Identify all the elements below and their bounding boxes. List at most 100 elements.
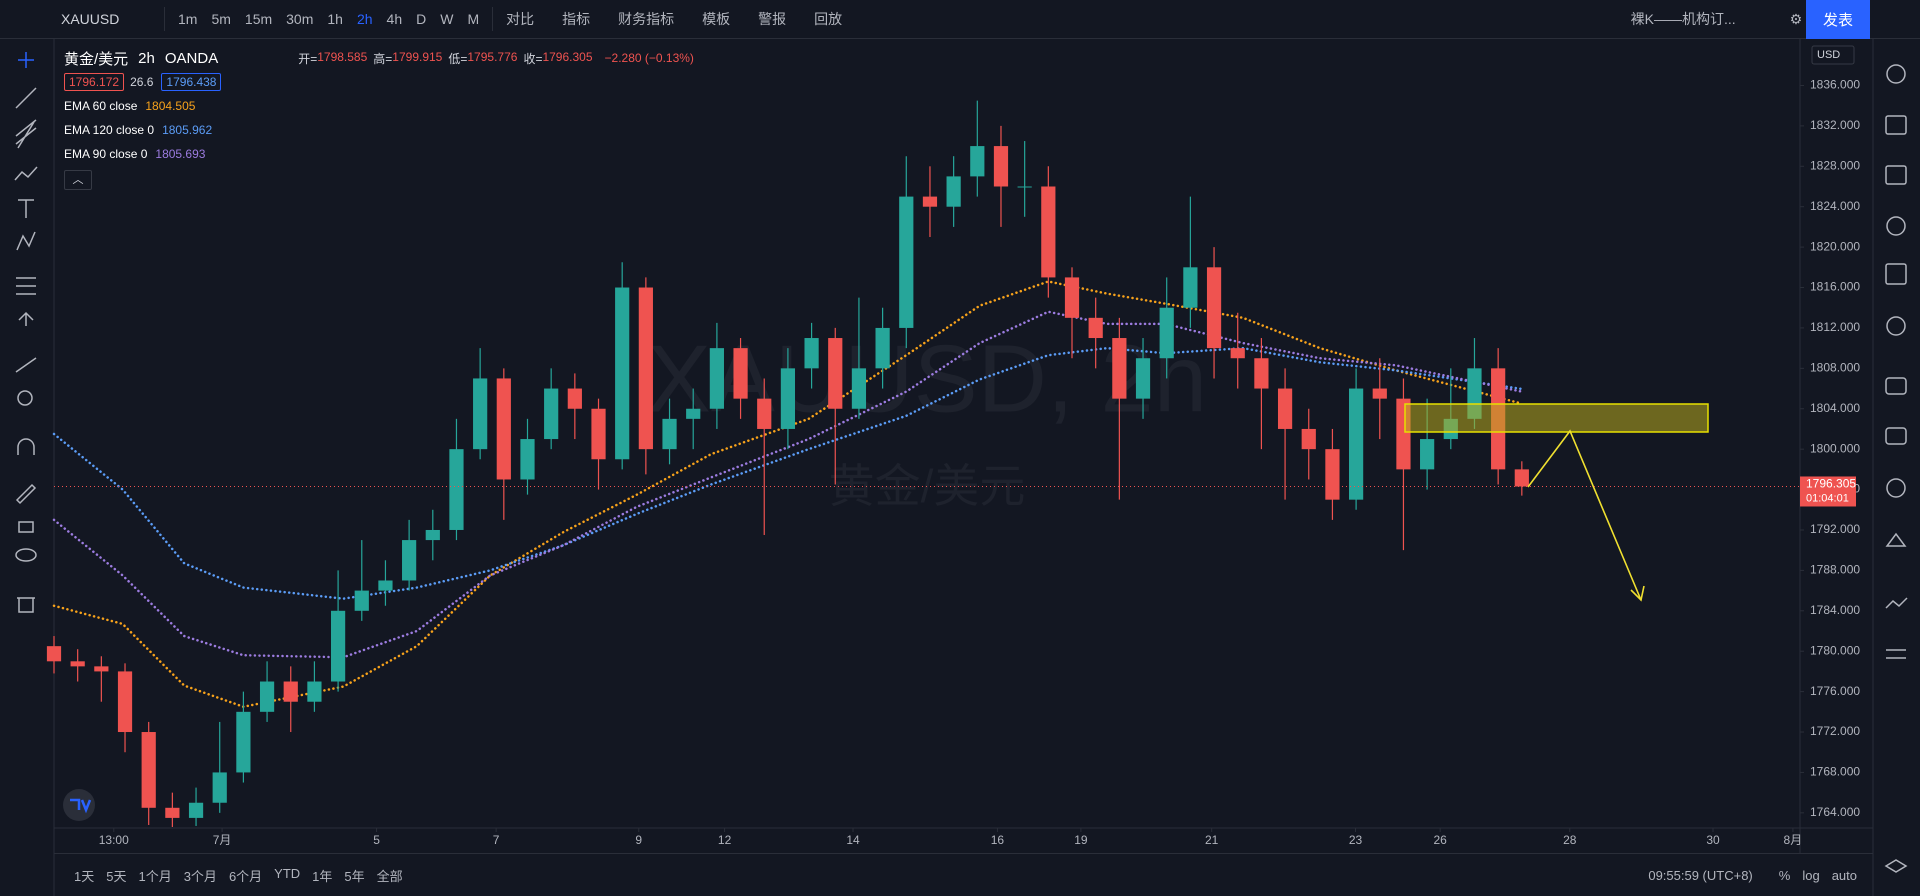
ema-line [52, 346, 1524, 600]
y-tick-label: 1792.000 [1810, 522, 1860, 536]
interval[interactable]: M [467, 11, 480, 27]
range-button[interactable]: 全部 [376, 868, 403, 884]
axis-option[interactable]: auto [1831, 867, 1857, 883]
legend: 黄金/美元 2h OANDA 开= 1798.585 高= 1799.915 低= 179… [64, 46, 694, 190]
magnet-icon[interactable] [17, 438, 35, 455]
y-tick-label: 1804.000 [1810, 401, 1860, 415]
eye-icon[interactable] [15, 548, 37, 562]
candle-body [1159, 307, 1174, 359]
interval[interactable]: 4h [386, 11, 403, 27]
candle-body [1301, 428, 1316, 450]
interval[interactable]: 1m [178, 11, 198, 27]
calendar-icon[interactable] [1886, 216, 1906, 236]
range-button[interactable]: 1年 [312, 868, 333, 884]
bid[interactable]: 1796.172 [64, 73, 125, 91]
y-tick-label: 1808.000 [1810, 361, 1860, 375]
publish-button[interactable]: 发表 [1806, 0, 1870, 39]
axis-option[interactable]: % [1778, 867, 1791, 883]
toolbar-button[interactable]: 警报 [758, 11, 787, 27]
zone-rectangle[interactable] [1404, 403, 1709, 433]
candle-body [544, 388, 559, 440]
trendline-icon[interactable] [15, 87, 37, 109]
indicator-row[interactable]: EMA 120 close 0 1805.962 [64, 118, 694, 142]
currency: USD [1817, 49, 1840, 61]
prediction-icon[interactable] [16, 231, 36, 251]
toolbar-button[interactable]: 财务指标 [618, 11, 675, 27]
indicator-row[interactable]: EMA 90 close 0 1805.693 [64, 142, 694, 166]
news-icon[interactable] [1885, 115, 1907, 135]
notifications-icon[interactable] [1885, 532, 1907, 547]
chat-icon[interactable] [1885, 377, 1907, 395]
candle-body [283, 681, 298, 702]
interval[interactable]: 1h [327, 11, 343, 27]
candle-body [1183, 267, 1198, 308]
candle-body [70, 661, 85, 667]
interval[interactable]: 2h [356, 11, 373, 27]
x-tick-label: 19 [1074, 833, 1088, 847]
pattern-icon[interactable] [14, 166, 38, 181]
y-tick-label: 1816.000 [1810, 280, 1860, 294]
range-button[interactable]: 1个月 [138, 868, 172, 884]
order-icon[interactable] [1886, 649, 1906, 659]
measure-icon[interactable] [16, 277, 36, 295]
x-tick-label: 14 [846, 833, 860, 847]
y-tick-label: 1784.000 [1810, 603, 1860, 617]
interval[interactable]: W [440, 11, 454, 27]
candle-body [1372, 388, 1387, 399]
candle-body [1041, 186, 1056, 278]
candle-body [567, 388, 582, 409]
indicator-row[interactable]: EMA 60 close 1804.505 [64, 94, 694, 118]
candle-body [212, 772, 227, 803]
indicators: EMA 60 close 1804.505 EMA 120 close 0 1805.… [64, 94, 694, 166]
ideas-icon[interactable] [1886, 316, 1906, 336]
axes: 1764.000 1768.000 1772.000 1776.000 1780.000… [54, 45, 1860, 847]
spread: 26.6 [130, 75, 154, 89]
arrow-icon[interactable] [18, 311, 34, 326]
axis-option[interactable]: log [1802, 867, 1820, 883]
toolbar-button[interactable]: 模板 [702, 11, 731, 27]
ohlc-value: 1798.585 [317, 49, 368, 64]
toolbar-button[interactable]: 对比 [506, 11, 535, 27]
interval[interactable]: 15m [244, 11, 273, 27]
collapse-button[interactable]: ︿ [64, 170, 92, 190]
range-button[interactable]: 5年 [344, 868, 365, 884]
fib-icon[interactable] [15, 119, 37, 149]
lock-icon[interactable] [18, 521, 34, 533]
interval[interactable]: 5m [211, 11, 231, 27]
y-tick-label: 1772.000 [1810, 724, 1860, 738]
layout-name[interactable]: 裸K——机构订... [1630, 11, 1736, 27]
zoom-icon[interactable] [17, 390, 33, 406]
pencil-icon[interactable] [15, 483, 37, 505]
toolbar-button[interactable]: 回放 [814, 11, 843, 27]
candle-body [709, 348, 724, 409]
symbol[interactable]: XAUUSD [61, 11, 120, 27]
candle-body [259, 681, 275, 712]
range-button[interactable]: YTD [274, 865, 301, 881]
help-icon[interactable] [1886, 478, 1906, 498]
range-button[interactable]: 6个月 [228, 868, 263, 884]
streams-icon[interactable] [1885, 427, 1907, 445]
candle-body [615, 287, 630, 460]
ranges-icon[interactable] [1885, 597, 1908, 609]
layers-icon[interactable] [1884, 859, 1908, 873]
alerts-icon[interactable] [1886, 64, 1906, 84]
trash-icon[interactable] [17, 597, 35, 613]
text-icon[interactable] [18, 199, 34, 218]
buttons: 对比 指标 财务指标 模板 警报 回放 [499, 9, 863, 29]
range-button[interactable]: 3个月 [183, 868, 217, 884]
ruler-icon[interactable] [15, 357, 37, 373]
crosshair-icon[interactable] [18, 52, 34, 68]
hotlist-icon[interactable] [1885, 263, 1907, 285]
candle-body [496, 378, 511, 480]
interval[interactable]: D [416, 11, 427, 27]
trend-arrow[interactable] [1527, 429, 1642, 601]
range-button[interactable]: 1天 [74, 868, 95, 884]
candle-body [449, 449, 464, 530]
interval[interactable]: 30m [286, 11, 314, 27]
candle-body [307, 681, 322, 702]
toolbar-button[interactable]: 指标 [562, 11, 591, 27]
ohlc-label: 低= [448, 51, 468, 66]
ask[interactable]: 1796.438 [161, 73, 222, 91]
data-icon[interactable] [1885, 165, 1907, 185]
range-button[interactable]: 5天 [106, 868, 127, 884]
